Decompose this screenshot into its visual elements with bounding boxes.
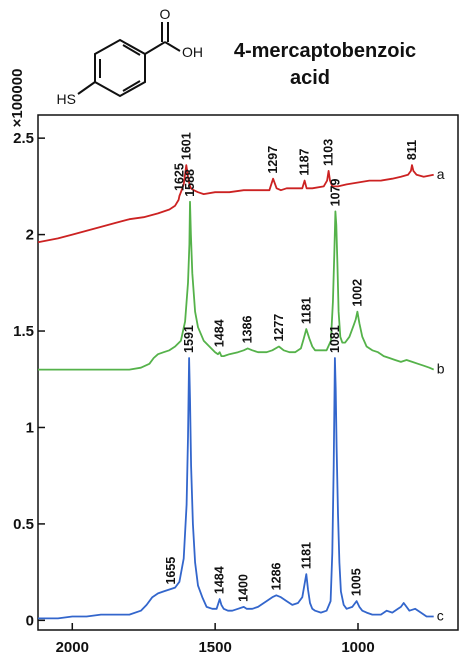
y-tick-label: 0.5	[13, 516, 34, 533]
peak-label: 1286	[269, 562, 283, 590]
ring-double-bond	[122, 80, 141, 92]
y-tick-label: 2.5	[13, 130, 34, 147]
plot-frame	[37, 114, 459, 631]
series-label-b: b	[437, 361, 445, 377]
peak-label: 1277	[272, 314, 286, 342]
peak-label: 1591	[182, 325, 196, 353]
ring-to-thiol-bond	[77, 81, 96, 95]
thiol-label: HS	[57, 91, 76, 107]
y-multiplier-label: ×100000	[9, 69, 26, 128]
peak-label: 1625	[172, 163, 186, 191]
spectrum-trace-c	[38, 357, 434, 620]
peak-label: 1400	[237, 574, 251, 602]
peak-annotations: 1625 1601 1297 1187 1103 811 1588 1484 1386 1277 1…	[164, 132, 419, 602]
chart-title-line-2: acid	[290, 67, 330, 89]
peak-label: 1103	[322, 139, 336, 166]
series-label-c: c	[437, 607, 444, 623]
series-labels: a b c	[437, 166, 445, 624]
hydroxyl-bond	[164, 41, 181, 52]
peak-label: 1081	[328, 325, 342, 353]
ring-double-bond	[122, 44, 141, 56]
peak-label: 1079	[328, 179, 342, 207]
peak-label: 1181	[299, 297, 313, 324]
x-tick-label: 1500	[198, 639, 231, 656]
ring-to-carboxyl-bond	[144, 41, 166, 55]
oxygen-atom-label: O	[160, 6, 171, 22]
y-tick-label: 1.5	[13, 323, 34, 340]
spectrum-trace-b	[38, 200, 435, 371]
hydroxyl-label: OH	[182, 44, 203, 60]
peak-label: 811	[405, 140, 419, 160]
y-tick-label: 0	[26, 612, 34, 629]
peak-label: 1484	[213, 319, 227, 347]
x-tick-label: 1000	[341, 639, 374, 656]
peak-label: 1187	[298, 148, 312, 175]
peak-label: 1588	[183, 169, 197, 197]
molecule-structure	[77, 22, 181, 98]
peak-label: 1484	[213, 566, 227, 594]
x-tick-label: 2000	[56, 639, 89, 656]
peak-label: 1002	[350, 279, 364, 307]
chart-title-line-1: 4-mercaptobenzoic	[234, 40, 416, 62]
y-tick-label: 1	[26, 419, 34, 436]
peak-label: 1297	[266, 146, 280, 174]
spectrum-traces	[37, 164, 435, 620]
series-label-a: a	[437, 166, 445, 182]
peak-label: 1655	[164, 557, 178, 585]
y-tick-label: 2	[26, 227, 34, 244]
axes: 2000 1500 1000 0 0.5 1 1.5 2 2.5	[13, 114, 459, 656]
peak-label: 1181	[299, 542, 313, 569]
peak-label: 1386	[241, 316, 255, 344]
peak-label: 1005	[350, 568, 364, 596]
peak-label: 1601	[179, 132, 193, 160]
spectrum-trace-a	[37, 164, 434, 244]
